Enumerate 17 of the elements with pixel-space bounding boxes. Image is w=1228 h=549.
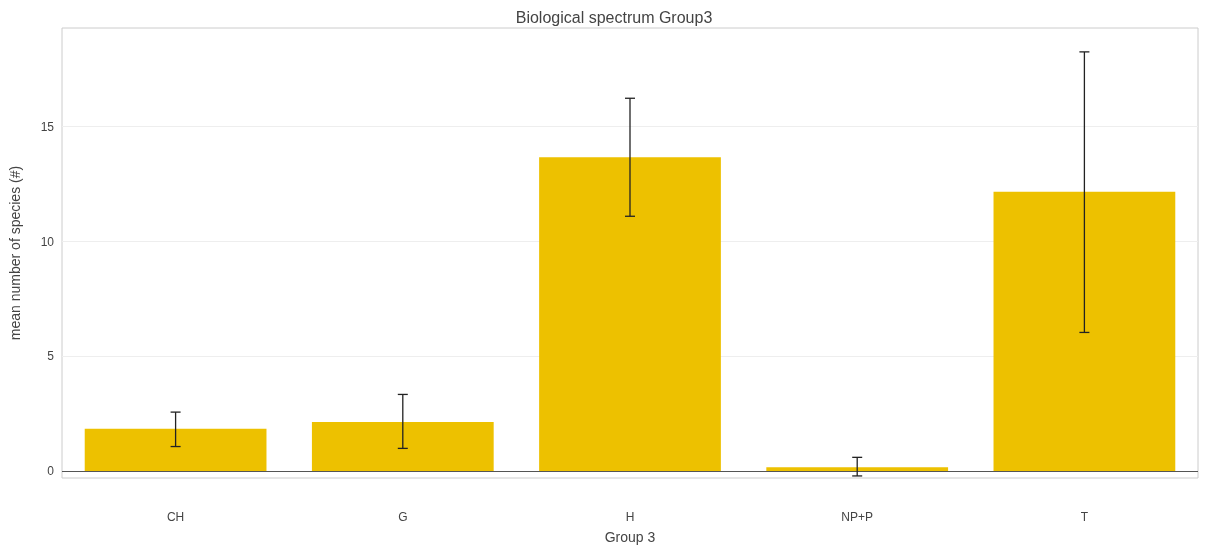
x-axis-title: Group 3 — [604, 529, 656, 545]
x-tick-label: G — [398, 510, 408, 524]
bar — [311, 421, 494, 472]
x-tick-label: H — [625, 510, 635, 524]
x-tick-label: T — [1080, 510, 1089, 524]
chart-title: Biological spectrum Group3 — [515, 8, 713, 26]
bar — [84, 428, 267, 472]
y-tick-label: 10 — [40, 234, 55, 249]
bar — [539, 157, 721, 472]
x-tick-label: CH — [166, 510, 185, 524]
y-axis-title: mean number of species (#) — [7, 165, 23, 341]
bar — [993, 191, 1176, 472]
x-tick-label: NP+P — [841, 510, 874, 524]
y-tick-label: 15 — [40, 119, 55, 134]
y-tick-label: 5 — [47, 349, 55, 364]
y-tick-label: 0 — [47, 464, 55, 479]
bar — [766, 467, 949, 472]
